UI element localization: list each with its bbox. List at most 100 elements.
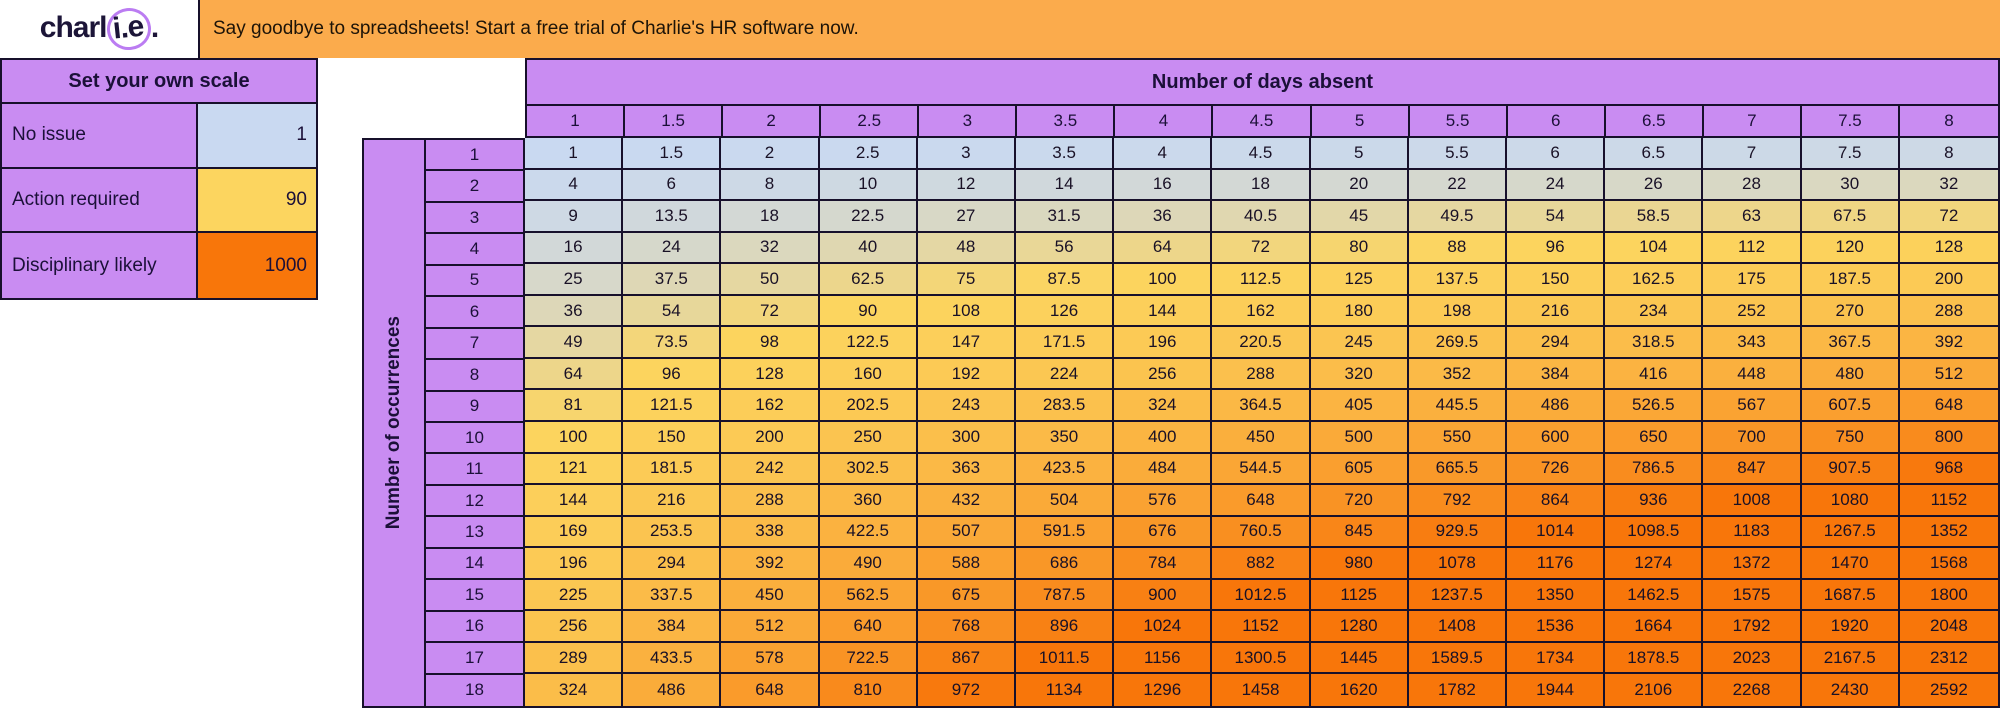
- bradford-cell[interactable]: 367.5: [1801, 327, 1900, 359]
- bradford-cell[interactable]: 1267.5: [1801, 516, 1900, 549]
- bradford-cell[interactable]: 294: [1506, 327, 1606, 359]
- bradford-cell[interactable]: 792: [1408, 485, 1507, 517]
- bradford-cell[interactable]: 484: [1114, 453, 1213, 486]
- bradford-cell[interactable]: 12: [917, 169, 1016, 202]
- bradford-cell[interactable]: 400: [1114, 421, 1213, 454]
- bradford-cell[interactable]: 907.5: [1801, 453, 1900, 486]
- bradford-cell[interactable]: 422.5: [819, 516, 918, 549]
- bradford-cell[interactable]: 3: [917, 138, 1016, 170]
- bradford-cell[interactable]: 80: [1310, 232, 1409, 265]
- bradford-cell[interactable]: 1011.5: [1015, 642, 1115, 675]
- bradford-cell[interactable]: 1078: [1408, 548, 1507, 580]
- bradford-cell[interactable]: 5.5: [1408, 138, 1507, 170]
- row-header-cell[interactable]: 1: [426, 140, 523, 172]
- bradford-cell[interactable]: 640: [819, 611, 918, 643]
- row-header-cell[interactable]: 6: [426, 297, 523, 329]
- bradford-cell[interactable]: 810: [819, 674, 918, 706]
- bradford-cell[interactable]: 1782: [1408, 674, 1507, 706]
- bradford-cell[interactable]: 2023: [1703, 642, 1802, 675]
- bradford-cell[interactable]: 181.5: [623, 453, 722, 486]
- bradford-cell[interactable]: 200: [1899, 264, 1998, 296]
- bradford-cell[interactable]: 122.5: [819, 327, 918, 359]
- bradford-cell[interactable]: 760.5: [1212, 516, 1311, 549]
- bradford-cell[interactable]: 607.5: [1801, 390, 1900, 422]
- bradford-cell[interactable]: 1300.5: [1212, 642, 1311, 675]
- bradford-cell[interactable]: 18: [721, 201, 820, 233]
- bradford-cell[interactable]: 283.5: [1015, 390, 1115, 422]
- bradford-cell[interactable]: 1237.5: [1408, 579, 1507, 612]
- bradford-cell[interactable]: 1878.5: [1605, 642, 1704, 675]
- bradford-cell[interactable]: 22: [1408, 169, 1507, 202]
- row-header-cell[interactable]: 7: [426, 329, 523, 361]
- bradford-cell[interactable]: 1012.5: [1212, 579, 1311, 612]
- bradford-cell[interactable]: 20: [1310, 169, 1409, 202]
- bradford-cell[interactable]: 786.5: [1605, 453, 1704, 486]
- bradford-cell[interactable]: 1734: [1506, 642, 1606, 675]
- bradford-cell[interactable]: 562.5: [819, 579, 918, 612]
- bradford-cell[interactable]: 126: [1015, 295, 1115, 328]
- bradford-cell[interactable]: 150: [1506, 264, 1606, 296]
- row-header-cell[interactable]: 11: [426, 454, 523, 486]
- bradford-cell[interactable]: 6: [1506, 138, 1606, 170]
- bradford-cell[interactable]: 288: [1212, 358, 1311, 391]
- bradford-cell[interactable]: 338: [721, 516, 820, 549]
- bradford-cell[interactable]: 318.5: [1605, 327, 1704, 359]
- bradford-cell[interactable]: 24: [623, 232, 722, 265]
- bradford-cell[interactable]: 972: [917, 674, 1016, 706]
- bradford-cell[interactable]: 50: [721, 264, 820, 296]
- row-header-cell[interactable]: 12: [426, 486, 523, 518]
- bradford-cell[interactable]: 2: [721, 138, 820, 170]
- bradford-cell[interactable]: 588: [917, 548, 1016, 580]
- column-header-cell[interactable]: 1: [527, 106, 626, 136]
- bradford-cell[interactable]: 591.5: [1015, 516, 1115, 549]
- bradford-cell[interactable]: 1152: [1899, 485, 1998, 517]
- bradford-cell[interactable]: 665.5: [1408, 453, 1507, 486]
- column-header-cell[interactable]: 8: [1944, 111, 1954, 130]
- bradford-cell[interactable]: 1134: [1015, 674, 1115, 706]
- bradford-cell[interactable]: 8: [721, 169, 820, 202]
- bradford-cell[interactable]: 75: [917, 264, 1016, 296]
- bradford-cell[interactable]: 867: [917, 642, 1016, 675]
- bradford-cell[interactable]: 968: [1899, 453, 1998, 486]
- bradford-cell[interactable]: 216: [623, 485, 722, 517]
- column-header-cell[interactable]: 6.5: [1606, 106, 1704, 136]
- bradford-cell[interactable]: 112: [1703, 232, 1802, 265]
- bradford-cell[interactable]: 1080: [1801, 485, 1900, 517]
- bradford-cell[interactable]: 576: [1114, 485, 1213, 517]
- promo-banner[interactable]: Say goodbye to spreadsheets! Start a fre…: [198, 0, 2000, 58]
- bradford-cell[interactable]: 40: [819, 232, 918, 265]
- bradford-cell[interactable]: 96: [623, 358, 722, 391]
- bradford-cell[interactable]: 216: [1506, 295, 1606, 328]
- bradford-cell[interactable]: 200: [721, 421, 820, 454]
- bradford-cell[interactable]: 32: [721, 232, 820, 265]
- bradford-cell[interactable]: 504: [1015, 485, 1115, 517]
- bradford-cell[interactable]: 180: [1310, 295, 1409, 328]
- scale-value-disciplinary[interactable]: 1000: [198, 233, 316, 298]
- column-header-cell[interactable]: 5: [1312, 106, 1410, 136]
- bradford-cell[interactable]: 13.5: [623, 201, 722, 233]
- bradford-cell[interactable]: 196: [1114, 327, 1213, 359]
- bradford-cell[interactable]: 433.5: [623, 642, 722, 675]
- bradford-cell[interactable]: 243: [917, 390, 1016, 422]
- bradford-cell[interactable]: 448: [1703, 358, 1802, 391]
- bradford-cell[interactable]: 88: [1408, 232, 1507, 265]
- bradford-cell[interactable]: 162: [721, 390, 820, 422]
- bradford-cell[interactable]: 392: [721, 548, 820, 580]
- bradford-cell[interactable]: 90: [819, 295, 918, 328]
- bradford-cell[interactable]: 294: [623, 548, 722, 580]
- bradford-cell[interactable]: 882: [1212, 548, 1311, 580]
- bradford-cell[interactable]: 1152: [1212, 611, 1311, 643]
- column-header-cell[interactable]: 2.5: [821, 106, 920, 136]
- bradford-cell[interactable]: 450: [1212, 421, 1311, 454]
- bradford-cell[interactable]: 162: [1212, 295, 1311, 328]
- bradford-cell[interactable]: 1008: [1703, 485, 1802, 517]
- bradford-cell[interactable]: 270: [1801, 295, 1900, 328]
- bradford-cell[interactable]: 250: [819, 421, 918, 454]
- bradford-cell[interactable]: 392: [1899, 327, 1998, 359]
- bradford-cell[interactable]: 337.5: [623, 579, 722, 612]
- bradford-cell[interactable]: 144: [1114, 295, 1213, 328]
- row-header-cell[interactable]: 17: [426, 643, 523, 675]
- bradford-cell[interactable]: 416: [1605, 358, 1704, 391]
- bradford-cell[interactable]: 175: [1703, 264, 1802, 296]
- row-header-cell[interactable]: 2: [426, 171, 523, 203]
